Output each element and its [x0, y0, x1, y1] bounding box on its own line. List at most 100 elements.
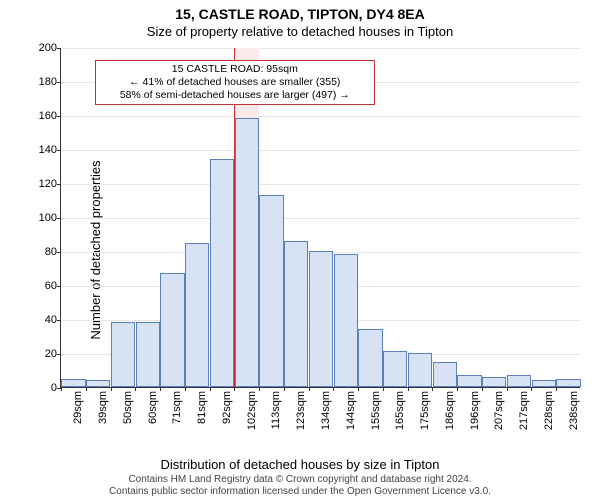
xtick-label: 71sqm	[171, 391, 183, 424]
xtick-label: 186sqm	[444, 391, 456, 430]
gridline	[61, 48, 580, 49]
ytick-mark	[57, 48, 61, 49]
xtick-mark	[309, 387, 310, 391]
histogram-bar	[482, 377, 506, 387]
xtick-mark	[432, 387, 433, 391]
xtick-mark	[210, 387, 211, 391]
xtick-mark	[457, 387, 458, 391]
ytick-label: 120	[39, 178, 57, 190]
plot-area: 02040608010012014016018020029sqm39sqm50s…	[60, 48, 580, 388]
histogram-bar	[185, 243, 209, 388]
xtick-mark	[482, 387, 483, 391]
xtick-mark	[185, 387, 186, 391]
ytick-label: 140	[39, 144, 57, 156]
ytick-mark	[57, 286, 61, 287]
xtick-mark	[531, 387, 532, 391]
xtick-mark	[284, 387, 285, 391]
xtick-label: 238sqm	[568, 391, 580, 430]
ytick-label: 40	[45, 314, 57, 326]
x-axis-label: Distribution of detached houses by size …	[0, 457, 600, 472]
xtick-label: 175sqm	[419, 391, 431, 430]
histogram-bar	[235, 118, 259, 387]
xtick-label: 29sqm	[72, 391, 84, 424]
histogram-bar	[408, 353, 432, 387]
gridline	[61, 150, 580, 151]
figure-container: 15, CASTLE ROAD, TIPTON, DY4 8EA Size of…	[0, 0, 600, 500]
gridline	[61, 184, 580, 185]
gridline	[61, 116, 580, 117]
xtick-mark	[333, 387, 334, 391]
chart-title: 15, CASTLE ROAD, TIPTON, DY4 8EA	[0, 6, 600, 22]
gridline	[61, 218, 580, 219]
ytick-label: 0	[51, 382, 57, 394]
footnote-line1: Contains HM Land Registry data © Crown c…	[0, 474, 600, 486]
xtick-label: 123sqm	[295, 391, 307, 430]
ytick-mark	[57, 150, 61, 151]
histogram-bar	[259, 195, 283, 387]
ytick-mark	[57, 116, 61, 117]
annotation-line: 15 CASTLE ROAD: 95sqm	[102, 63, 368, 76]
ytick-mark	[57, 354, 61, 355]
xtick-mark	[86, 387, 87, 391]
histogram-bar	[457, 375, 481, 387]
xtick-mark	[259, 387, 260, 391]
xtick-mark	[135, 387, 136, 391]
xtick-label: 102sqm	[246, 391, 258, 430]
histogram-bar	[532, 380, 556, 387]
histogram-bar	[507, 375, 531, 387]
ytick-mark	[57, 252, 61, 253]
xtick-label: 134sqm	[320, 391, 332, 430]
ytick-mark	[57, 320, 61, 321]
histogram-bar	[136, 322, 160, 387]
xtick-mark	[507, 387, 508, 391]
histogram-bar	[61, 379, 85, 388]
xtick-label: 92sqm	[221, 391, 233, 424]
xtick-mark	[111, 387, 112, 391]
ytick-label: 180	[39, 76, 57, 88]
xtick-label: 217sqm	[518, 391, 530, 430]
annotation-box: 15 CASTLE ROAD: 95sqm← 41% of detached h…	[95, 60, 375, 105]
ytick-label: 160	[39, 110, 57, 122]
ytick-mark	[57, 184, 61, 185]
xtick-mark	[358, 387, 359, 391]
xtick-mark	[556, 387, 557, 391]
xtick-label: 81sqm	[196, 391, 208, 424]
histogram-bar	[111, 322, 135, 387]
ytick-label: 200	[39, 42, 57, 54]
ytick-mark	[57, 218, 61, 219]
ytick-label: 20	[45, 348, 57, 360]
xtick-mark	[383, 387, 384, 391]
xtick-mark	[234, 387, 235, 391]
footnote: Contains HM Land Registry data © Crown c…	[0, 474, 600, 498]
annotation-line: 58% of semi-detached houses are larger (…	[102, 89, 368, 102]
histogram-bar	[383, 351, 407, 387]
xtick-label: 165sqm	[394, 391, 406, 430]
histogram-bar	[309, 251, 333, 387]
xtick-mark	[61, 387, 62, 391]
histogram-bar	[433, 362, 457, 388]
annotation-line: ← 41% of detached houses are smaller (35…	[102, 76, 368, 89]
ytick-label: 100	[39, 212, 57, 224]
xtick-label: 196sqm	[469, 391, 481, 430]
histogram-bar	[284, 241, 308, 387]
xtick-label: 60sqm	[147, 391, 159, 424]
footnote-line2: Contains public sector information licen…	[0, 486, 600, 498]
ytick-label: 80	[45, 246, 57, 258]
histogram-bar	[334, 254, 358, 387]
xtick-label: 50sqm	[122, 391, 134, 424]
xtick-mark	[408, 387, 409, 391]
ytick-label: 60	[45, 280, 57, 292]
xtick-label: 155sqm	[370, 391, 382, 430]
xtick-label: 39sqm	[97, 391, 109, 424]
histogram-bar	[556, 379, 580, 388]
xtick-label: 144sqm	[345, 391, 357, 430]
histogram-bar	[160, 273, 184, 387]
xtick-label: 113sqm	[270, 391, 282, 429]
ytick-mark	[57, 82, 61, 83]
xtick-label: 228sqm	[543, 391, 555, 430]
chart-subtitle: Size of property relative to detached ho…	[0, 24, 600, 39]
xtick-mark	[160, 387, 161, 391]
histogram-bar	[210, 159, 234, 387]
histogram-bar	[358, 329, 382, 387]
xtick-label: 207sqm	[493, 391, 505, 430]
